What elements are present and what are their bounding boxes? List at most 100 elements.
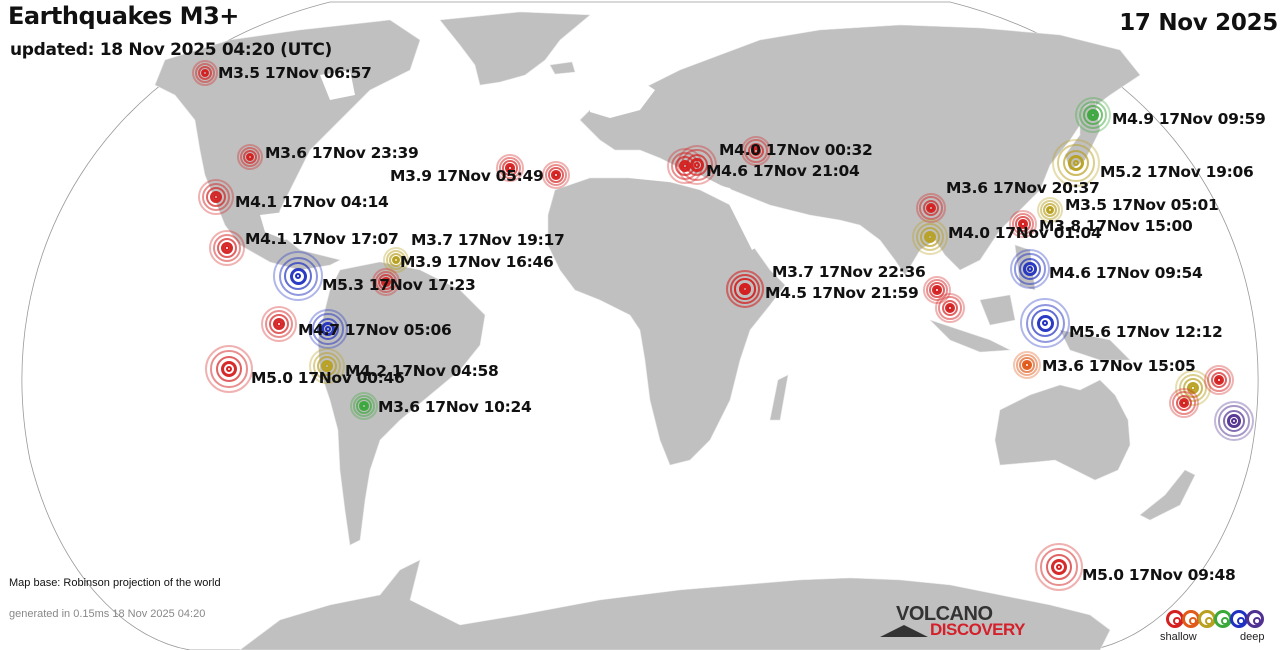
land-new-guinea (1059, 329, 1131, 361)
quake-ring (246, 153, 254, 161)
quake-ring (1180, 399, 1188, 407)
quake-ring (312, 351, 342, 381)
quake-ring (360, 402, 368, 410)
quake-label: M3.6 17Nov 20:37 (946, 179, 1100, 197)
quake-label: M3.5 17Nov 06:57 (218, 64, 372, 82)
quake-ring (382, 278, 390, 286)
quake-ring (726, 270, 764, 308)
map-base-note: Map base: Robinson projection of the wor… (9, 577, 221, 589)
quake-ring (1227, 414, 1241, 428)
quake-ring (1025, 303, 1065, 343)
quake-ring (294, 272, 302, 280)
quake-ring (938, 296, 962, 320)
quake-ring (674, 155, 696, 177)
quake-ring (212, 193, 220, 201)
quake-ring (670, 151, 700, 181)
sea-hudson (320, 70, 355, 100)
quake-ring (316, 317, 340, 341)
quake-ring (1016, 354, 1038, 376)
legend-shallow-label: shallow (1160, 631, 1197, 643)
quake-ring (744, 139, 768, 163)
sea-bay-bengal (905, 255, 935, 285)
quake-ring (1210, 371, 1228, 389)
quake-ring (212, 233, 242, 263)
generated-note: generated in 0.15ms 18 Nov 2025 04:20 (9, 608, 206, 620)
quake-ring (1009, 210, 1037, 238)
land-new-zealand (1139, 469, 1196, 521)
quake-label: M4.1 17Nov 04:14 (235, 193, 389, 211)
quake-ring (496, 154, 524, 182)
quake-ring (1057, 144, 1095, 182)
quake-ring (752, 147, 760, 155)
quake-ring (741, 285, 749, 293)
quake-ring (1019, 220, 1027, 228)
quake-ring (201, 182, 231, 212)
quake-ring (1036, 314, 1054, 332)
sea-arabian (790, 240, 890, 290)
quake-ring (734, 278, 756, 300)
quake-ring (1050, 558, 1068, 576)
quake-ring (350, 392, 378, 420)
quake-ring (209, 190, 223, 204)
land-indonesia (929, 319, 1012, 353)
quake-ring (197, 65, 213, 81)
quake-ring (239, 146, 261, 168)
quake-ring (242, 149, 258, 165)
quake-label: M5.2 17Nov 19:06 (1100, 163, 1254, 181)
quake-ring (378, 274, 394, 290)
quake-label: M5.3 17Nov 17:23 (322, 276, 476, 294)
quake-ring (353, 395, 375, 417)
quake-label: M3.7 17Nov 22:36 (772, 263, 926, 281)
quake-ring (932, 285, 942, 295)
quake-ring (210, 350, 248, 388)
quake-ring (1215, 376, 1223, 384)
quake-ring (915, 222, 945, 252)
quake-ring (925, 202, 937, 214)
quake-label: M4.0 17Nov 00:32 (719, 141, 873, 159)
quake-ring (926, 233, 934, 241)
quake-ring (225, 365, 233, 373)
quake-ring (545, 164, 567, 186)
quake-ring (1023, 262, 1037, 276)
quake-ring (388, 252, 404, 268)
quake-ring (1086, 108, 1100, 122)
quake-ring (1067, 154, 1085, 172)
volcano-discovery-logo[interactable]: VOLCANO DISCOVERY (880, 603, 1040, 643)
quake-ring (1014, 253, 1046, 285)
quake-ring (321, 322, 335, 336)
quake-ring (1052, 139, 1100, 187)
quake-label: M4.6 17Nov 09:54 (1049, 264, 1203, 282)
quake-ring (312, 313, 344, 345)
quake-ring (933, 286, 941, 294)
quake-ring (392, 256, 400, 264)
quake-ring (1230, 417, 1238, 425)
legend-depth-ring (1246, 610, 1264, 628)
quake-ring (272, 317, 286, 331)
quake-ring (929, 282, 945, 298)
quake-label: M3.6 17Nov 10:24 (378, 398, 532, 416)
quake-ring (1010, 249, 1050, 289)
quake-ring (385, 249, 407, 271)
quake-ring (1020, 298, 1070, 348)
quake-ring (275, 320, 283, 328)
quake-ring (730, 274, 760, 304)
page-title: Earthquakes M3+ (8, 2, 239, 30)
depth-legend: shallow deep (1160, 610, 1270, 646)
quake-ring (215, 355, 243, 383)
quake-ring (309, 348, 345, 384)
quake-ring (1062, 149, 1090, 177)
volcano-icon (880, 625, 928, 637)
quake-ring (551, 170, 561, 180)
quake-ring (1075, 97, 1111, 133)
quake-ring (323, 362, 331, 370)
quake-ring (372, 268, 400, 296)
quake-ring (667, 148, 703, 184)
quake-ring (324, 325, 332, 333)
quake-ring (278, 256, 318, 296)
quake-ring (289, 267, 307, 285)
quake-ring (1039, 199, 1061, 221)
land-iceland (549, 61, 576, 75)
quake-ring (201, 69, 209, 77)
quake-ring (1019, 357, 1035, 373)
